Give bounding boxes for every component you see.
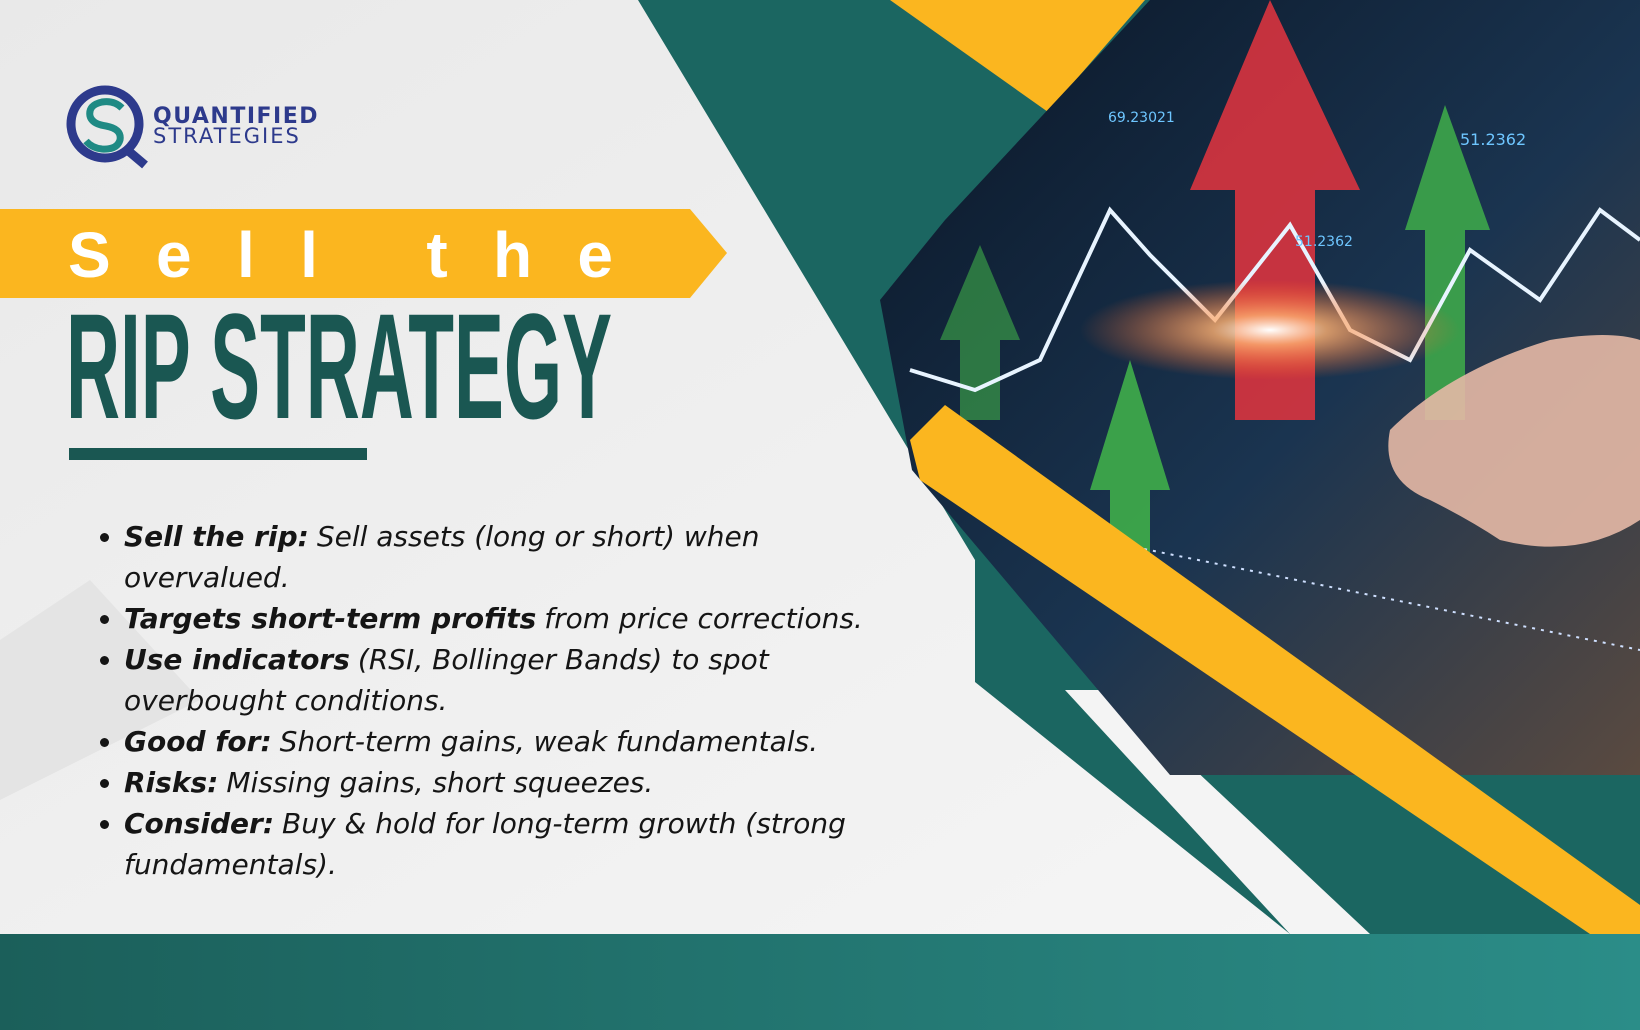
bullet-item: Good for:Short-term gains, weak fundamen… (124, 721, 914, 762)
title-underline (69, 448, 367, 460)
logo: QUANTIFIED STRATEGIES (66, 85, 319, 169)
zigzag-line (909, 206, 1640, 393)
red-arrow (1190, 0, 1360, 420)
bullet-bold: Good for: (124, 725, 272, 758)
bullet-item: Sell the rip:Sell assets (long or short)… (124, 516, 914, 598)
flare (1080, 280, 1460, 380)
shade (0, 580, 200, 800)
white-stripe (1065, 690, 1370, 934)
bottom-band (0, 934, 1640, 1030)
bullet-bold: Consider: (124, 807, 275, 840)
image-label: 51.2362 (1460, 130, 1526, 149)
bullet-text: Short-term gains, weak fundamentals. (279, 725, 818, 758)
bullet-list: Sell the rip:Sell assets (long or short)… (98, 516, 914, 885)
bullet-text: from price corrections. (544, 602, 863, 635)
hand (1388, 335, 1640, 547)
title-banner (0, 209, 727, 298)
photo-chart: 69.23021 51.2362 51.2362 (909, 0, 1640, 651)
bullet-bold: Targets short-term profits (124, 602, 537, 635)
bullet-text: Sell assets (long or short) when overval… (124, 520, 760, 594)
logo-tail (122, 144, 148, 169)
logo-line2: STRATEGIES (153, 124, 301, 148)
bullet-bold: Use indicators (124, 643, 350, 676)
bullet-bold: Risks: (124, 766, 219, 799)
yellow-corner (890, 0, 1145, 112)
image-label: 69.23021 (1108, 110, 1175, 126)
green-arrow (940, 245, 1020, 420)
yellow-stripe (910, 405, 1640, 934)
logo-line1: QUANTIFIED (153, 104, 319, 129)
bullet-text: (RSI, Bollinger Bands) to spot overbough… (124, 643, 769, 717)
title-line2: RIP STRATEGY (66, 282, 612, 450)
dotted-line (1099, 539, 1640, 651)
bullet-item: Consider:Buy & hold for long-term growth… (124, 803, 914, 885)
bullet-bold: Sell the rip: (124, 520, 309, 553)
green-arrow (1090, 360, 1170, 560)
image-label: 51.2362 (1295, 234, 1353, 250)
logo-s (83, 98, 125, 153)
bullet-text: Buy & hold for long-term growth (strong … (124, 807, 846, 881)
logo-ring (66, 85, 144, 163)
bullet-item: Risks:Missing gains, short squeezes. (124, 762, 914, 803)
bullet-item: Use indicators(RSI, Bollinger Bands) to … (124, 639, 914, 721)
bullet-text: Missing gains, short squeezes. (226, 766, 654, 799)
